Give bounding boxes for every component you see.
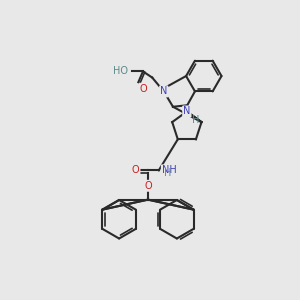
Text: O: O (132, 165, 140, 176)
Text: N: N (183, 106, 190, 116)
Text: N: N (160, 86, 167, 96)
Text: HO: HO (113, 66, 128, 76)
Text: H: H (164, 168, 172, 178)
Text: O: O (144, 181, 152, 191)
Text: H: H (192, 115, 199, 125)
Text: O: O (140, 84, 148, 94)
Text: NH: NH (162, 165, 177, 176)
